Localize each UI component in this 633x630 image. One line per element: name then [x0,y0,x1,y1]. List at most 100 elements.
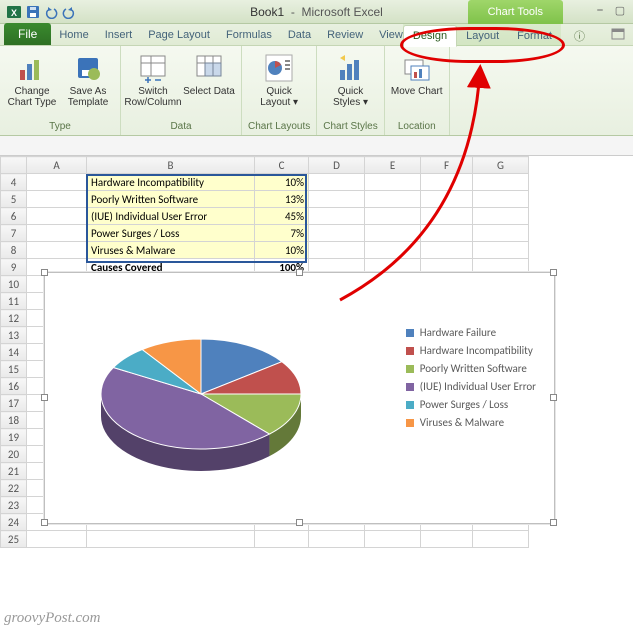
cell-D7[interactable] [309,225,365,242]
resize-handle[interactable] [550,269,557,276]
tab-formulas[interactable]: Formulas [218,25,280,45]
change-chart-type-button[interactable]: Change Chart Type [6,50,58,108]
row-header-17[interactable]: 17 [1,395,27,412]
tab-format[interactable]: Format [508,26,561,46]
cell-G8[interactable] [473,242,529,259]
cell-B5[interactable]: Poorly Written Software [87,191,255,208]
row-header-24[interactable]: 24 [1,514,27,531]
cell-D25[interactable] [309,531,365,548]
resize-handle[interactable] [550,394,557,401]
row-header-25[interactable]: 25 [1,531,27,548]
col-header-D[interactable]: D [309,157,365,174]
select-all[interactable] [1,157,27,174]
tab-page-layout[interactable]: Page Layout [140,25,218,45]
cell-F4[interactable] [421,174,473,191]
cell-B7[interactable]: Power Surges / Loss [87,225,255,242]
row-header-18[interactable]: 18 [1,412,27,429]
minimize-icon[interactable]: ⎯ [593,3,607,17]
tab-design[interactable]: Design [403,25,457,47]
cell-B6[interactable]: (IUE) Individual User Error [87,208,255,225]
col-header-A[interactable]: A [27,157,87,174]
resize-handle[interactable] [296,269,303,276]
embedded-chart[interactable]: Hardware FailureHardware Incompatibility… [44,272,555,524]
quick-layout-button[interactable]: Quick Layout ▾ [253,50,305,108]
cell-A25[interactable] [27,531,87,548]
cell-B8[interactable]: Viruses & Malware [87,242,255,259]
cell-F25[interactable] [421,531,473,548]
cell-C6[interactable]: 45% [255,208,309,225]
resize-handle[interactable] [550,519,557,526]
cell-E8[interactable] [365,242,421,259]
tab-data[interactable]: Data [280,25,319,45]
row-header-21[interactable]: 21 [1,463,27,480]
cell-E5[interactable] [365,191,421,208]
cell-G4[interactable] [473,174,529,191]
resize-handle[interactable] [296,519,303,526]
col-header-E[interactable]: E [365,157,421,174]
cell-D5[interactable] [309,191,365,208]
row-header-14[interactable]: 14 [1,344,27,361]
help-icon[interactable]: ⓘ [574,28,585,44]
row-header-4[interactable]: 4 [1,174,27,191]
cell-C7[interactable]: 7% [255,225,309,242]
tab-home[interactable]: Home [51,25,96,45]
row-header-23[interactable]: 23 [1,497,27,514]
row-header-11[interactable]: 11 [1,293,27,310]
row-header-12[interactable]: 12 [1,310,27,327]
col-header-B[interactable]: B [87,157,255,174]
row-header-8[interactable]: 8 [1,242,27,259]
switch-row-column-button[interactable]: Switch Row/Column [127,50,179,108]
col-header-G[interactable]: G [473,157,529,174]
cell-G6[interactable] [473,208,529,225]
formula-bar[interactable] [0,136,633,156]
quick-styles-button[interactable]: Quick Styles ▾ [325,50,377,108]
resize-handle[interactable] [41,269,48,276]
row-header-9[interactable]: 9 [1,259,27,276]
resize-handle[interactable] [41,519,48,526]
cell-A4[interactable] [27,174,87,191]
worksheet-grid[interactable]: ABCDEFG4Hardware Incompatibility10%5Poor… [0,156,633,548]
cell-A6[interactable] [27,208,87,225]
cell-C4[interactable]: 10% [255,174,309,191]
col-header-F[interactable]: F [421,157,473,174]
cell-E7[interactable] [365,225,421,242]
cell-G7[interactable] [473,225,529,242]
save-icon[interactable] [26,5,40,19]
ribbon-min-icon[interactable] [611,28,625,43]
cell-C5[interactable]: 13% [255,191,309,208]
select-data-button[interactable]: Select Data [183,50,235,108]
cell-E6[interactable] [365,208,421,225]
resize-handle[interactable] [41,394,48,401]
cell-E4[interactable] [365,174,421,191]
cell-D8[interactable] [309,242,365,259]
col-header-C[interactable]: C [255,157,309,174]
tab-file[interactable]: File [4,23,51,45]
cell-B4[interactable]: Hardware Incompatibility [87,174,255,191]
cell-G25[interactable] [473,531,529,548]
redo-icon[interactable] [62,5,76,19]
save-as-template-button[interactable]: Save As Template [62,50,114,108]
cell-C25[interactable] [255,531,309,548]
restore-icon[interactable]: ▢ [613,3,627,17]
cell-B25[interactable] [87,531,255,548]
move-chart-button[interactable]: Move Chart [391,50,443,97]
row-header-22[interactable]: 22 [1,480,27,497]
cell-A8[interactable] [27,242,87,259]
tab-layout[interactable]: Layout [457,26,508,46]
cell-A7[interactable] [27,225,87,242]
row-header-19[interactable]: 19 [1,429,27,446]
cell-D4[interactable] [309,174,365,191]
row-header-16[interactable]: 16 [1,378,27,395]
cell-F7[interactable] [421,225,473,242]
cell-F5[interactable] [421,191,473,208]
row-header-20[interactable]: 20 [1,446,27,463]
cell-C8[interactable]: 10% [255,242,309,259]
cell-F6[interactable] [421,208,473,225]
row-header-7[interactable]: 7 [1,225,27,242]
row-header-15[interactable]: 15 [1,361,27,378]
cell-A5[interactable] [27,191,87,208]
cell-E25[interactable] [365,531,421,548]
tab-review[interactable]: Review [319,25,371,45]
row-header-5[interactable]: 5 [1,191,27,208]
row-header-10[interactable]: 10 [1,276,27,293]
